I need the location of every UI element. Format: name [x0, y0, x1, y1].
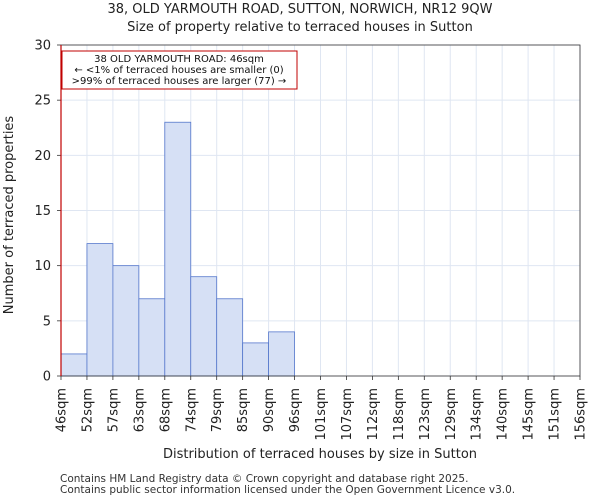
x-tick-label: 46sqm: [55, 388, 70, 432]
x-tick-label: 156sqm: [574, 388, 589, 441]
annotation-frame: [61, 50, 298, 90]
x-axis-label: Distribution of terraced houses by size …: [163, 447, 477, 462]
x-tick-label: 52sqm: [80, 388, 95, 432]
chart-title: 38, OLD YARMOUTH ROAD, SUTTON, NORWICH, …: [107, 2, 493, 17]
x-tick-label: 112sqm: [366, 388, 381, 441]
x-tick-label: 118sqm: [392, 388, 407, 441]
histogram-bar: [190, 276, 218, 377]
y-tick-label: 15: [34, 204, 51, 219]
histogram-bar: [86, 243, 114, 377]
x-tick-label: 129sqm: [444, 388, 459, 441]
x-tick-label: 63sqm: [132, 388, 147, 432]
annotation-line-2: ← <1% of terraced houses are smaller (0): [74, 65, 283, 76]
x-tick-label: 68sqm: [158, 388, 173, 432]
y-tick-label: 5: [43, 314, 51, 329]
x-tick-label: 107sqm: [340, 388, 355, 441]
y-tick-label: 0: [43, 370, 51, 385]
x-tick-label: 145sqm: [522, 388, 537, 441]
histogram-bar: [138, 298, 166, 377]
x-tick-label: 140sqm: [496, 388, 511, 441]
x-tick-label: 134sqm: [470, 388, 485, 441]
histogram-bar: [164, 121, 192, 377]
annotation-line-3: >99% of terraced houses are larger (77) …: [72, 76, 287, 87]
bars: [60, 121, 295, 377]
footer-licence: Contains public sector information licen…: [60, 484, 516, 496]
footer-copyright: Contains HM Land Registry data © Crown c…: [60, 473, 469, 485]
histogram-bar: [60, 353, 88, 377]
x-tick-label: 85sqm: [236, 388, 251, 432]
x-tick-label: 90sqm: [262, 388, 277, 432]
x-tick-label: 79sqm: [210, 388, 225, 432]
y-axis-ticks: 0 5 10 15 20 25 30: [34, 39, 61, 385]
chart-subtitle: Size of property relative to terraced ho…: [127, 20, 473, 35]
y-tick-label: 30: [34, 39, 51, 54]
x-tick-label: 101sqm: [314, 388, 329, 441]
x-axis-ticks: 46sqm 52sqm 57sqm 63sqm 68sqm 74sqm 79sqm 85sqm…: [55, 376, 589, 441]
annotation-line-1: 38 OLD YARMOUTH ROAD: 46sqm: [94, 54, 264, 65]
x-tick-label: 57sqm: [106, 388, 121, 432]
x-tick-label: 74sqm: [184, 388, 199, 432]
x-tick-label: 123sqm: [418, 388, 433, 441]
x-tick-label: 96sqm: [288, 388, 303, 432]
y-tick-label: 10: [34, 259, 51, 274]
histogram-bar: [242, 342, 269, 377]
y-tick-label: 25: [34, 94, 51, 109]
histogram-bar: [112, 265, 140, 377]
y-axis-label: Number of terraced properties: [2, 116, 17, 315]
annotation-box: 38 OLD YARMOUTH ROAD: 46sqm ← <1% of ter…: [61, 50, 298, 90]
histogram-bar: [268, 331, 295, 377]
histogram-bar: [216, 298, 244, 377]
y-tick-label: 20: [34, 149, 51, 164]
x-tick-label: 151sqm: [548, 388, 563, 441]
